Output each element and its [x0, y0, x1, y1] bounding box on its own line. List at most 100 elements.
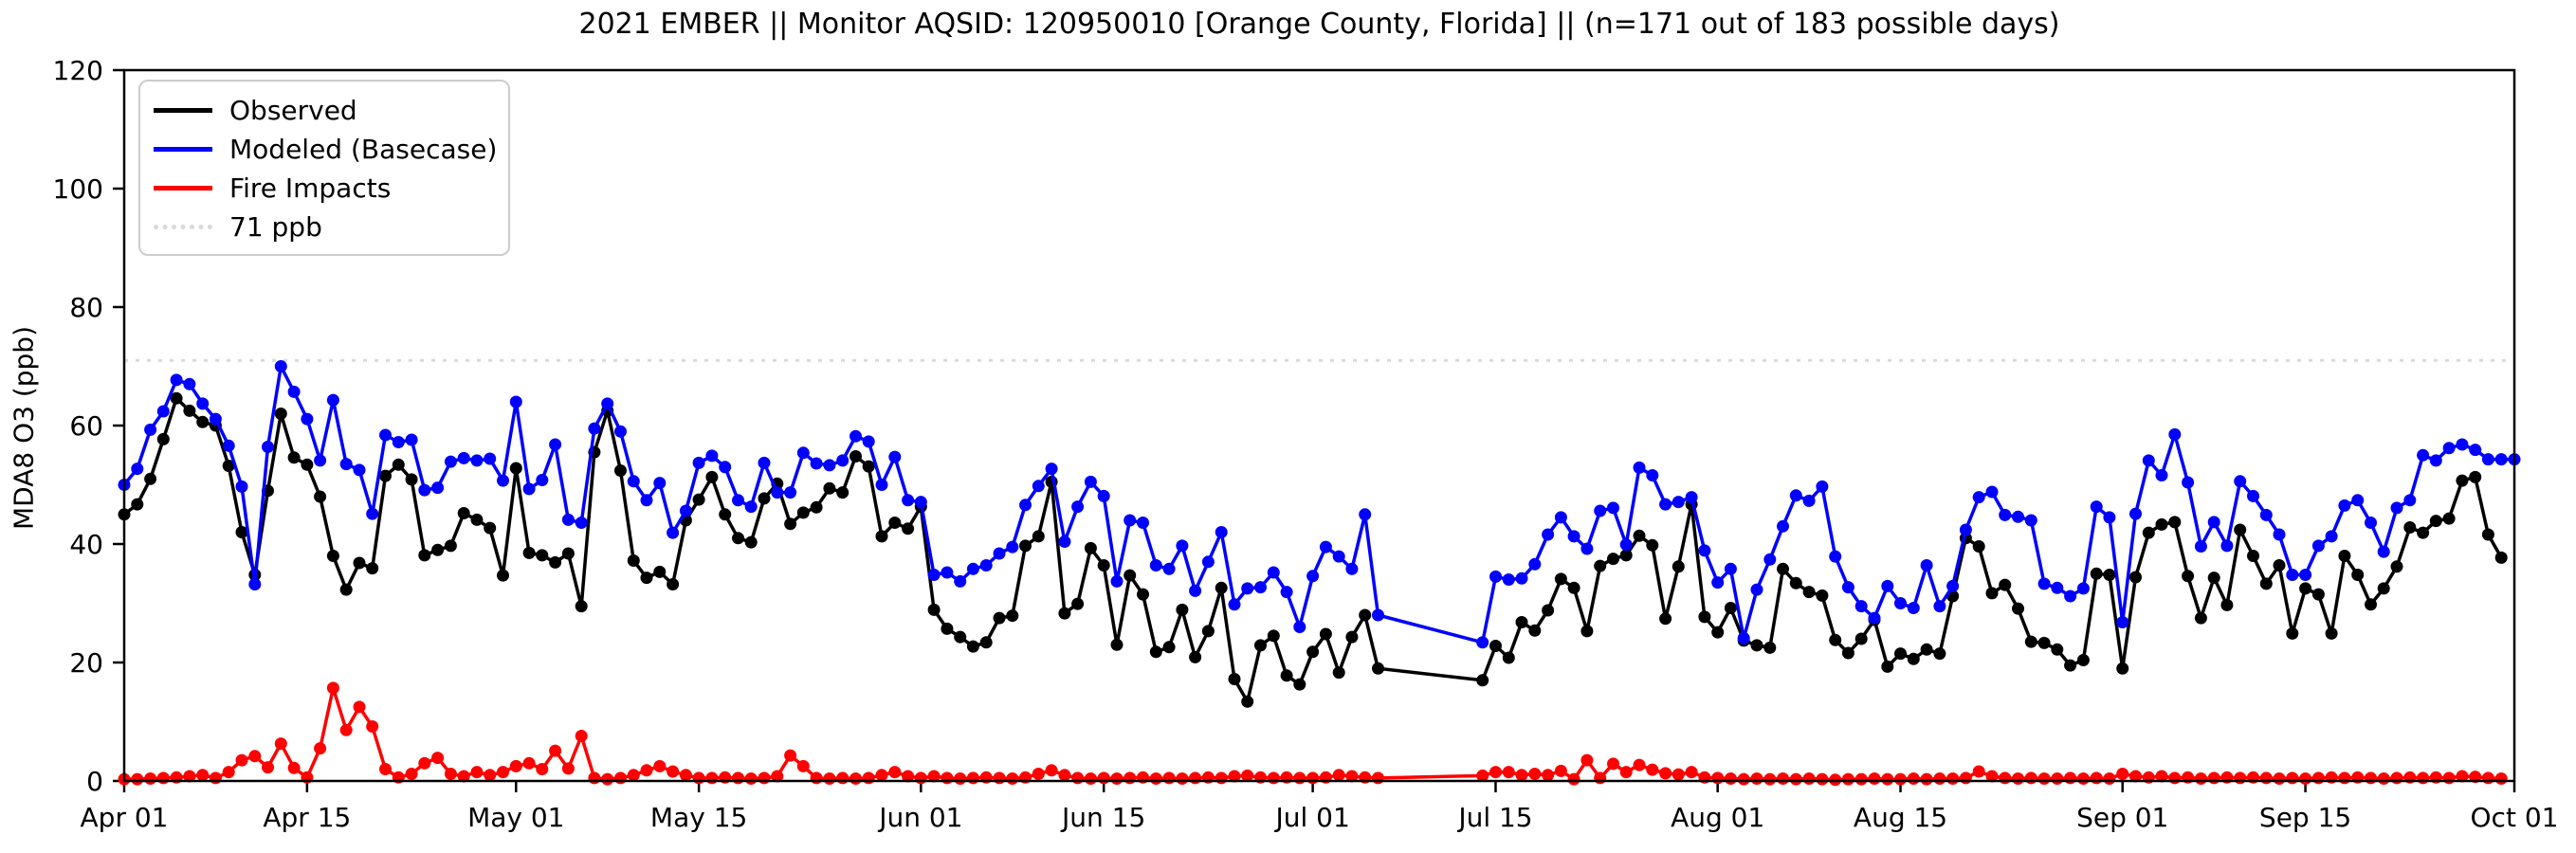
data-point-modeled-basecase — [392, 436, 405, 448]
data-point-observed — [1097, 559, 1110, 572]
data-point-fire-impacts — [1215, 771, 1228, 785]
data-point-modeled-basecase — [1032, 480, 1045, 493]
data-point-modeled-basecase — [705, 449, 719, 463]
data-point-fire-impacts — [888, 766, 902, 779]
data-point-fire-impacts — [850, 772, 862, 785]
data-point-observed — [444, 539, 457, 553]
data-point-fire-impacts — [1685, 766, 1698, 779]
data-point-modeled-basecase — [509, 395, 522, 408]
data-point-fire-impacts — [522, 756, 536, 770]
data-point-fire-impacts — [1789, 772, 1802, 786]
data-point-fire-impacts — [2259, 771, 2273, 785]
data-point-modeled-basecase — [1619, 538, 1633, 552]
data-point-observed — [2456, 474, 2469, 487]
data-point-modeled-basecase — [902, 494, 915, 507]
data-point-observed — [1933, 647, 1946, 661]
data-point-observed — [144, 472, 157, 485]
data-point-observed — [1881, 660, 1894, 673]
data-point-fire-impacts — [796, 759, 810, 772]
data-point-modeled-basecase — [810, 457, 823, 470]
data-point-modeled-basecase — [1763, 553, 1777, 566]
data-point-observed — [2076, 654, 2090, 666]
data-point-modeled-basecase — [1542, 528, 1555, 541]
y-tick-label: 40 — [69, 529, 103, 560]
x-tick-label: Apr 01 — [81, 802, 169, 833]
data-point-modeled-basecase — [470, 454, 484, 467]
x-tick-label: Jun 15 — [1060, 802, 1145, 833]
data-point-observed — [2417, 526, 2430, 539]
data-point-fire-impacts — [405, 768, 418, 780]
data-point-fire-impacts — [2481, 771, 2494, 785]
data-point-observed — [2403, 521, 2417, 534]
data-point-fire-impacts — [274, 737, 287, 751]
data-point-observed — [1084, 541, 1097, 554]
data-point-modeled-basecase — [2377, 545, 2390, 558]
data-point-modeled-basecase — [627, 475, 640, 488]
data-point-observed — [1149, 645, 1162, 659]
data-point-fire-impacts — [1881, 772, 1894, 786]
data-point-fire-impacts — [457, 770, 470, 783]
data-point-fire-impacts — [1124, 771, 1137, 785]
data-point-modeled-basecase — [1241, 582, 1254, 595]
data-point-modeled-basecase — [353, 463, 366, 477]
y-tick-label: 100 — [53, 173, 103, 205]
data-point-fire-impacts — [156, 771, 170, 785]
data-point-fire-impacts — [536, 763, 549, 775]
data-point-observed — [810, 500, 823, 514]
data-point-fire-impacts — [561, 762, 575, 775]
data-point-observed — [1058, 607, 1071, 620]
data-point-fire-impacts — [1659, 767, 1672, 780]
data-point-modeled-basecase — [2182, 476, 2195, 489]
data-point-modeled-basecase — [1097, 489, 1110, 502]
data-point-observed — [2429, 515, 2442, 528]
data-point-observed — [1228, 673, 1241, 685]
data-point-observed — [2469, 470, 2482, 483]
data-point-modeled-basecase — [170, 373, 183, 387]
data-point-fire-impacts — [1006, 772, 1019, 785]
data-point-fire-impacts — [810, 771, 823, 785]
data-point-modeled-basecase — [522, 482, 536, 496]
data-point-observed — [1607, 553, 1619, 566]
data-point-modeled-basecase — [1528, 557, 1542, 571]
data-point-fire-impacts — [1633, 758, 1646, 771]
data-point-fire-impacts — [1724, 772, 1737, 785]
modeled-line-swatch — [154, 147, 212, 152]
data-point-observed — [235, 526, 248, 538]
data-point-modeled-basecase — [679, 504, 692, 517]
data-point-fire-impacts — [1058, 769, 1071, 782]
data-point-observed — [954, 630, 967, 644]
data-point-modeled-basecase — [1802, 494, 1816, 507]
data-point-modeled-basecase — [222, 439, 235, 452]
data-point-modeled-basecase — [497, 474, 509, 487]
fire-impacts-line-swatch — [154, 186, 212, 191]
data-point-observed — [183, 404, 196, 417]
data-point-modeled-basecase — [209, 412, 222, 426]
data-point-modeled-basecase — [1920, 559, 1933, 572]
data-point-modeled-basecase — [287, 385, 301, 398]
x-tick-label: Sep 15 — [2259, 802, 2351, 833]
data-point-modeled-basecase — [196, 397, 210, 410]
data-point-modeled-basecase — [1189, 584, 1202, 597]
data-point-modeled-basecase — [2365, 517, 2377, 529]
data-point-modeled-basecase — [2442, 442, 2456, 455]
data-point-modeled-basecase — [339, 458, 353, 471]
data-point-observed — [1280, 669, 1293, 682]
data-point-observed — [509, 462, 522, 475]
legend: Observed Modeled (Basecase) Fire Impacts… — [138, 80, 510, 256]
data-point-fire-impacts — [1985, 770, 1999, 783]
data-point-modeled-basecase — [601, 397, 614, 410]
data-point-fire-impacts — [2024, 771, 2037, 785]
data-point-modeled-basecase — [366, 507, 379, 520]
data-point-observed — [1502, 651, 1515, 664]
data-point-observed — [196, 415, 210, 428]
data-point-modeled-basecase — [1110, 574, 1124, 588]
data-point-fire-impacts — [744, 772, 758, 785]
data-point-modeled-basecase — [888, 450, 902, 463]
data-point-observed — [392, 458, 405, 471]
chart-title: 2021 EMBER || Monitor AQSID: 120950010 [… — [578, 8, 2060, 41]
data-point-modeled-basecase — [966, 562, 979, 575]
data-point-fire-impacts — [2311, 771, 2325, 785]
data-point-fire-impacts — [679, 769, 692, 782]
data-point-observed — [457, 507, 470, 519]
data-point-modeled-basecase — [1267, 566, 1280, 579]
